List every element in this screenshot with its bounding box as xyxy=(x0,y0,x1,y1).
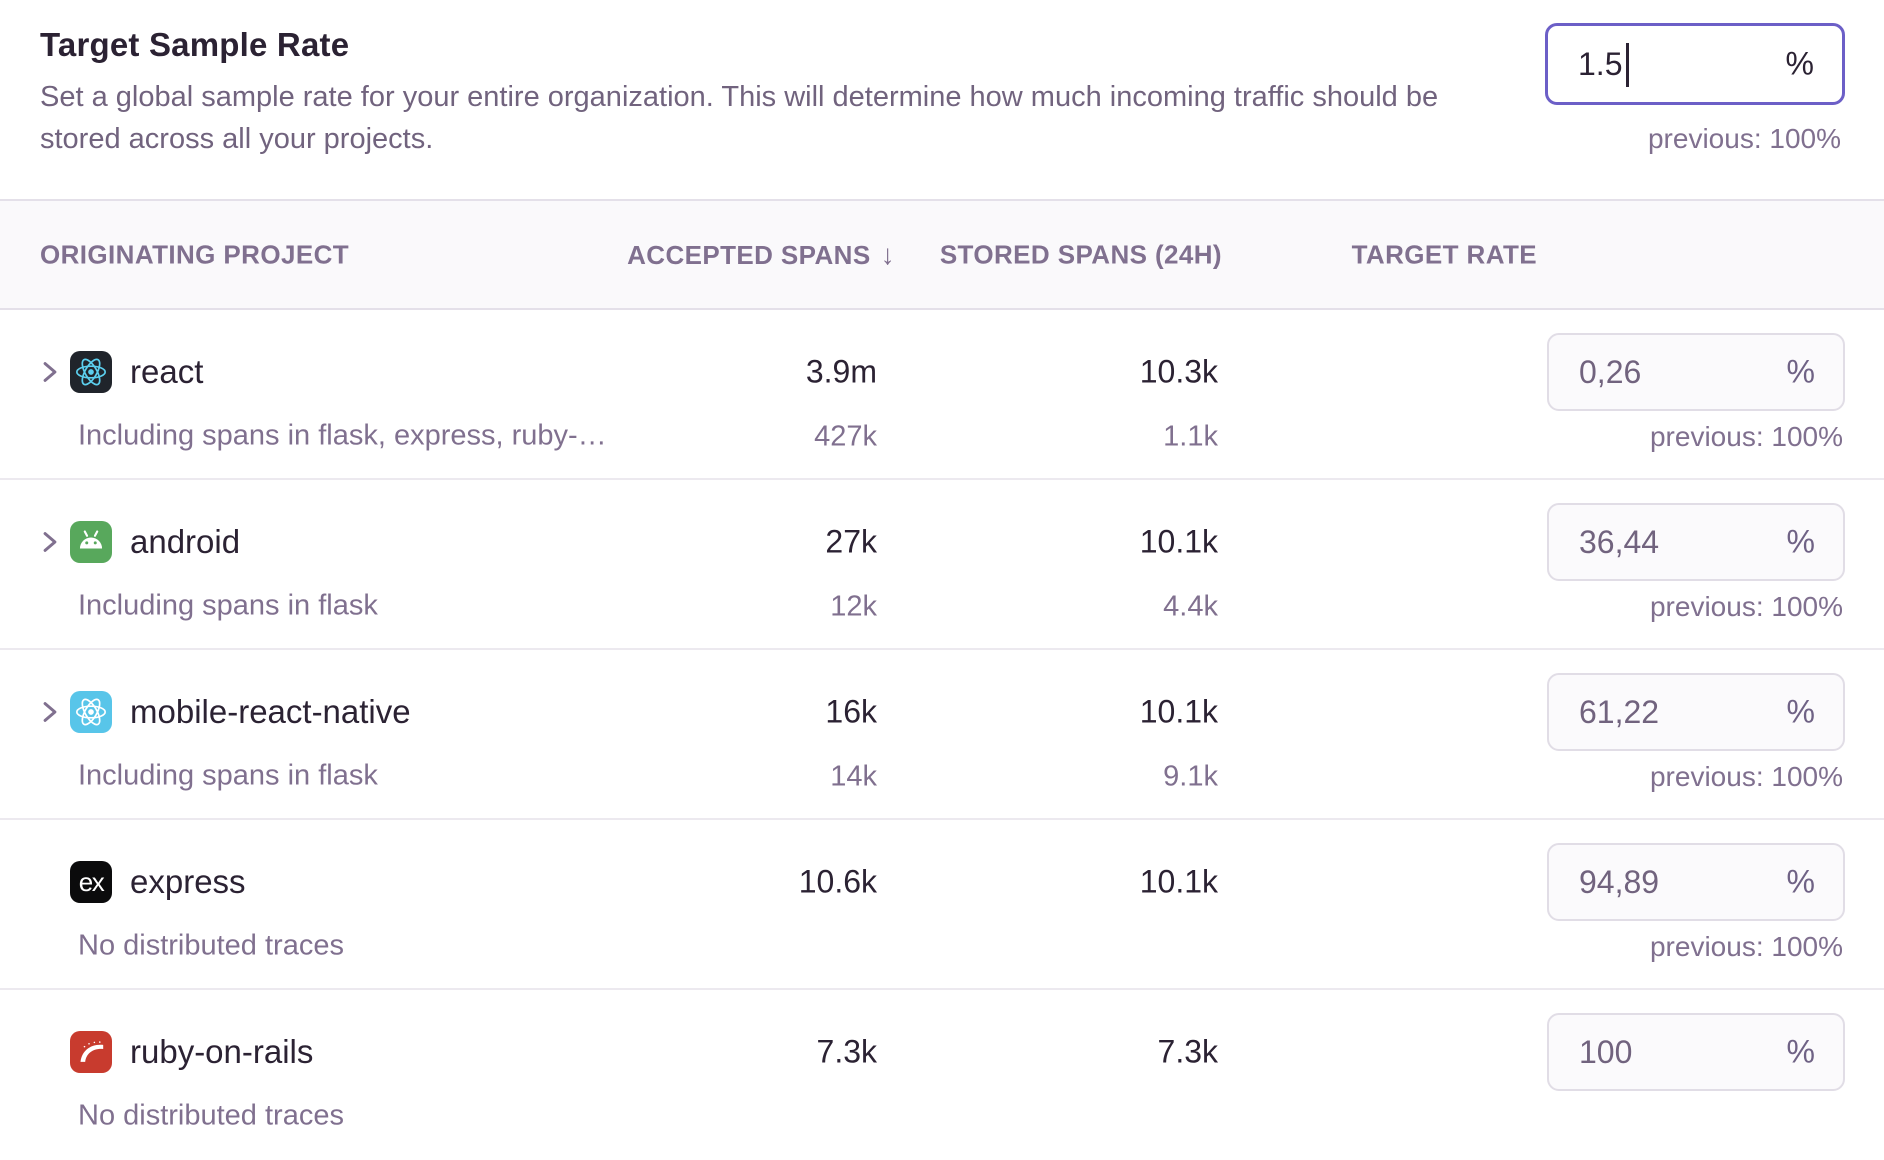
stored-spans-value: 10.3k xyxy=(1139,353,1218,390)
row-note: Including spans in flask, express, ruby-… xyxy=(78,419,607,452)
target-rate-field: % xyxy=(1547,673,1845,751)
stored-spans-subvalue: 4.4k xyxy=(1163,590,1218,623)
column-target-rate: TARGET RATE xyxy=(1351,239,1537,269)
row-note: No distributed traces xyxy=(78,1099,344,1132)
global-rate-control: % previous: 100% xyxy=(1545,23,1845,155)
accepted-spans-value: 27k xyxy=(825,523,877,560)
accepted-spans-value: 7.3k xyxy=(816,1033,877,1070)
accepted-spans-value: 16k xyxy=(825,693,877,730)
project-name: mobile-react-native xyxy=(130,693,411,730)
react-platform-icon xyxy=(70,351,112,393)
target-rate-input[interactable] xyxy=(1549,1015,1843,1089)
column-accepted-spans[interactable]: ACCEPTED SPANS ↓ xyxy=(627,238,895,270)
project-name: ruby-on-rails xyxy=(130,1033,314,1070)
sort-descending-icon: ↓ xyxy=(880,238,895,270)
table-header: ORIGINATING PROJECT ACCEPTED SPANS ↓ STOR… xyxy=(0,199,1884,310)
stored-spans-subvalue: 1.1k xyxy=(1163,420,1218,453)
stored-spans-value: 10.1k xyxy=(1139,523,1218,560)
stored-spans-value: 10.1k xyxy=(1139,863,1218,900)
accepted-spans-value: 3.9m xyxy=(805,353,877,390)
row-note: Including spans in flask xyxy=(78,759,378,792)
stored-spans-value: 10.1k xyxy=(1139,693,1218,730)
target-rate-input[interactable] xyxy=(1549,335,1843,409)
accepted-spans-subvalue: 14k xyxy=(830,760,877,793)
accepted-spans-subvalue: 12k xyxy=(830,590,877,623)
table-row-android: android 27k 10.1k % Including spans in f… xyxy=(0,480,1884,650)
table-row-ruby-on-rails: ruby-on-rails 7.3k 7.3k % No distributed… xyxy=(0,990,1884,1160)
text-cursor xyxy=(1626,43,1629,87)
previous-rate-label: previous: 100% xyxy=(1649,421,1843,452)
previous-rate-label: previous: 100% xyxy=(1649,591,1843,622)
rails-platform-icon xyxy=(70,1031,112,1073)
target-rate-field: % xyxy=(1547,843,1845,921)
table-row-express: ex express 10.6k 10.1k % No distributed … xyxy=(0,820,1884,990)
target-rate-input[interactable] xyxy=(1549,675,1843,749)
page-description: Set a global sample rate for your entire… xyxy=(40,81,1439,155)
android-platform-icon xyxy=(70,521,112,563)
target-rate-field: % xyxy=(1547,333,1845,411)
table-row-mobile-react-native: mobile-react-native 16k 10.1k % Includin… xyxy=(0,650,1884,820)
column-originating-project: ORIGINATING PROJECT xyxy=(40,239,350,269)
react-native-platform-icon xyxy=(70,691,112,733)
target-rate-input[interactable] xyxy=(1549,505,1843,579)
expand-chevron-icon[interactable] xyxy=(36,358,64,386)
previous-rate-label: previous: 100% xyxy=(1649,931,1843,962)
target-rate-input[interactable] xyxy=(1549,845,1843,919)
global-rate-field: % xyxy=(1545,23,1845,105)
row-note: No distributed traces xyxy=(78,929,344,962)
expand-chevron-icon[interactable] xyxy=(36,528,64,556)
accepted-spans-subvalue: 427k xyxy=(814,420,877,453)
global-rate-input[interactable] xyxy=(1548,26,1842,102)
projects-table-body: react 3.9m 10.3k % Including spans in fl… xyxy=(0,310,1884,1160)
table-row-react: react 3.9m 10.3k % Including spans in fl… xyxy=(0,310,1884,480)
target-rate-field: % xyxy=(1547,1013,1845,1091)
express-platform-icon: ex xyxy=(70,861,112,903)
stored-spans-value: 7.3k xyxy=(1157,1033,1218,1070)
page-title: Target Sample Rate xyxy=(40,26,350,63)
target-rate-field: % xyxy=(1547,503,1845,581)
project-name: android xyxy=(130,523,241,560)
stored-spans-subvalue: 9.1k xyxy=(1163,760,1218,793)
target-sample-rate-header: Target Sample Rate Set a global sample r… xyxy=(0,0,1884,199)
column-stored-spans: STORED SPANS (24H) xyxy=(939,239,1222,269)
project-name: react xyxy=(130,353,204,390)
expand-chevron-icon[interactable] xyxy=(36,698,64,726)
previous-rate-label: previous: 100% xyxy=(1649,761,1843,792)
row-note: Including spans in flask xyxy=(78,589,378,622)
accepted-spans-value: 10.6k xyxy=(798,863,877,900)
previous-rate-label: previous: 100% xyxy=(1647,123,1841,154)
project-name: express xyxy=(130,863,246,900)
